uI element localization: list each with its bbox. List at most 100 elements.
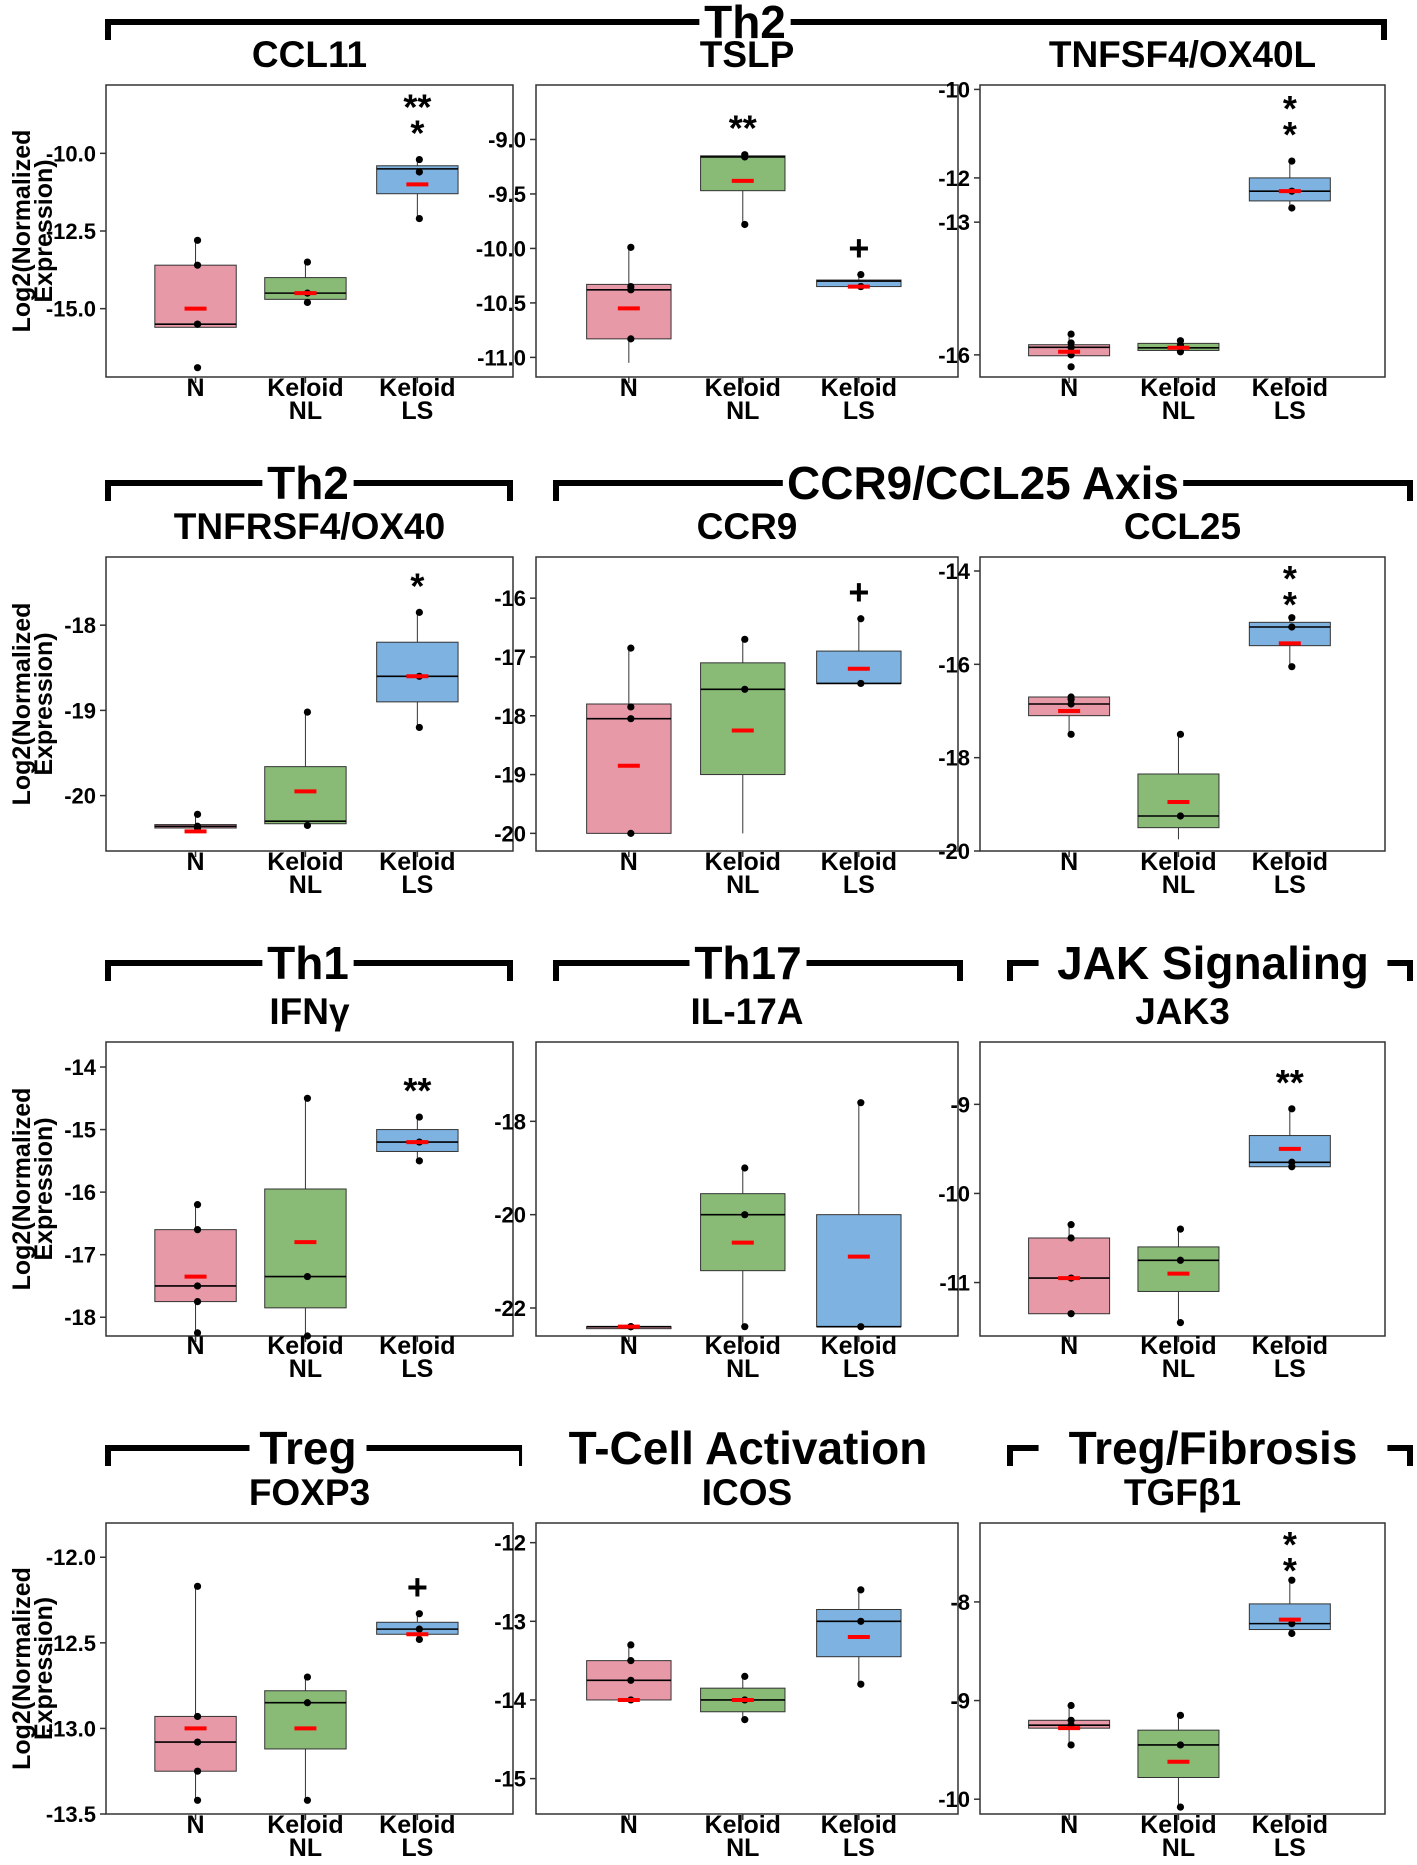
x-tick-label: NL bbox=[1162, 1355, 1195, 1383]
bracket-label-bg bbox=[1038, 933, 1388, 991]
x-tick-label: LS bbox=[1274, 1355, 1306, 1383]
plot-area bbox=[105, 1522, 514, 1815]
data-point bbox=[415, 1113, 423, 1121]
data-point bbox=[857, 1323, 865, 1331]
data-point bbox=[303, 708, 312, 716]
y-tick-label: -16 bbox=[64, 1180, 96, 1205]
y-tick-label: -15 bbox=[494, 1767, 526, 1792]
data-point bbox=[1288, 663, 1296, 671]
group-bracket: Treg bbox=[105, 1418, 525, 1476]
x-tick-label: Keloid bbox=[1140, 1332, 1216, 1360]
y-tick-label: -13.5 bbox=[46, 1802, 96, 1827]
x-tick-label: LS bbox=[843, 397, 875, 425]
y-tick-label: -9.0 bbox=[488, 127, 526, 152]
data-point bbox=[627, 644, 635, 652]
significance-marker: * bbox=[410, 565, 424, 606]
box bbox=[1137, 1729, 1220, 1779]
data-point bbox=[1067, 1701, 1075, 1710]
x-tick-label: Keloid bbox=[1252, 848, 1328, 876]
data-point bbox=[1067, 343, 1075, 351]
data-point bbox=[857, 679, 865, 688]
x-tick-label: N bbox=[187, 1811, 205, 1839]
y-tick-label: -19 bbox=[494, 763, 526, 788]
data-point bbox=[415, 1625, 423, 1633]
panel-title: CCL25 bbox=[1124, 506, 1241, 547]
y-tick-label: -10.0 bbox=[476, 236, 526, 261]
group-bracket: Th17 bbox=[553, 933, 963, 991]
box bbox=[700, 1193, 786, 1272]
panel-title: IFNγ bbox=[269, 991, 350, 1032]
x-tick-label: Keloid bbox=[379, 848, 455, 876]
x-tick-label: Keloid bbox=[1252, 1811, 1328, 1839]
data-point bbox=[627, 335, 635, 343]
data-point bbox=[627, 1657, 635, 1665]
x-tick-label: Keloid bbox=[379, 1332, 455, 1360]
x-tick-label: LS bbox=[843, 871, 875, 899]
y-tick-label: -22 bbox=[494, 1296, 526, 1321]
y-tick-label: -18 bbox=[64, 613, 96, 638]
y-tick-label: -18 bbox=[494, 1109, 526, 1134]
x-tick-label: LS bbox=[401, 397, 433, 425]
data-point bbox=[193, 1226, 202, 1234]
y-tick-label: -16 bbox=[938, 652, 970, 677]
data-point bbox=[1288, 204, 1296, 212]
plot-area bbox=[979, 556, 1386, 852]
data-point bbox=[1176, 730, 1185, 738]
x-tick-label: Keloid bbox=[1252, 1332, 1328, 1360]
data-point bbox=[193, 1738, 202, 1746]
box bbox=[1137, 1246, 1220, 1292]
significance-marker: * bbox=[1283, 1524, 1297, 1565]
data-point bbox=[1176, 348, 1185, 356]
data-point bbox=[303, 1699, 312, 1707]
significance-marker: * bbox=[1283, 114, 1297, 155]
data-point bbox=[415, 1635, 423, 1643]
data-point bbox=[303, 258, 312, 266]
box bbox=[154, 1229, 237, 1303]
data-point bbox=[193, 810, 202, 818]
box bbox=[1248, 621, 1331, 647]
y-tick-label: -12 bbox=[494, 1531, 526, 1556]
data-point bbox=[1176, 1319, 1185, 1327]
data-point bbox=[857, 1617, 865, 1625]
data-point bbox=[741, 1211, 749, 1219]
y-axis-label-line1: Log2(Normalized bbox=[8, 603, 36, 806]
y-tick-label: -8 bbox=[950, 1590, 970, 1615]
significance-marker: ** bbox=[403, 87, 431, 128]
x-tick-label: LS bbox=[1274, 871, 1306, 899]
data-point bbox=[193, 1282, 202, 1290]
y-tick-label: -9 bbox=[950, 1092, 970, 1117]
x-tick-label: Keloid bbox=[1252, 374, 1328, 402]
data-point bbox=[193, 236, 202, 244]
chart-panel: FOXP3-13.5-13.0-12.5-12.0N KeloidNLKeloid… bbox=[46, 1472, 514, 1862]
significance-marker: * bbox=[410, 113, 424, 154]
y-tick-label: -14 bbox=[494, 1688, 527, 1713]
data-point bbox=[415, 723, 423, 732]
panel-title: CCR9 bbox=[697, 506, 798, 547]
x-tick-label: Keloid bbox=[705, 1811, 781, 1839]
y-tick-label: -17 bbox=[64, 1243, 96, 1268]
y-axis-label-line2: Expression) bbox=[30, 1597, 58, 1740]
data-point bbox=[415, 1157, 423, 1165]
significance-marker: * bbox=[1283, 584, 1297, 625]
x-tick-label: LS bbox=[843, 1355, 875, 1383]
group-label: Treg/Fibrosis bbox=[1069, 1422, 1358, 1474]
data-point bbox=[1288, 1629, 1296, 1638]
y-tick-label: -18 bbox=[938, 746, 970, 771]
plot-area bbox=[979, 1041, 1386, 1337]
data-point bbox=[415, 1610, 423, 1618]
y-tick-label: -20 bbox=[938, 839, 970, 864]
x-tick-label: N bbox=[1060, 1811, 1078, 1839]
group-label: JAK Signaling bbox=[1057, 937, 1369, 989]
significance-marker: * bbox=[1283, 1550, 1297, 1591]
group-label: Treg bbox=[259, 1422, 356, 1474]
box bbox=[586, 283, 672, 340]
x-tick-label: NL bbox=[289, 1355, 322, 1383]
group-label: CCR9/CCL25 Axis bbox=[787, 457, 1179, 509]
data-point bbox=[857, 1680, 865, 1688]
x-tick-label: N bbox=[1060, 848, 1078, 876]
